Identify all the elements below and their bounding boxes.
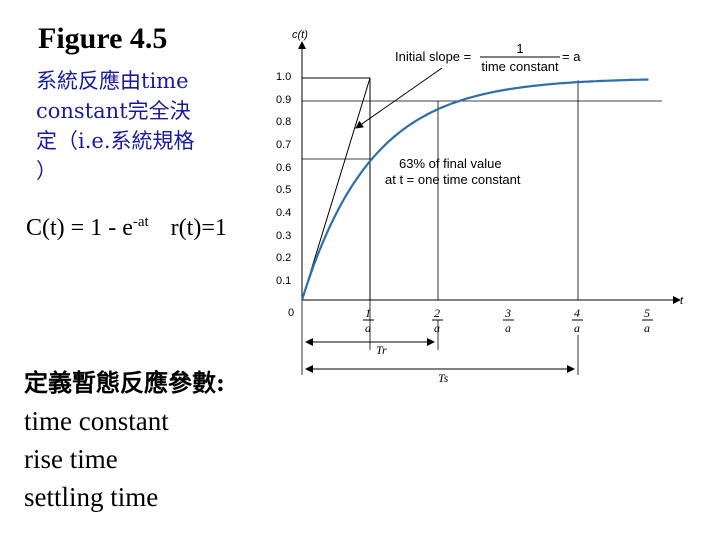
parameter-item: time constant: [24, 406, 169, 436]
slope-arrow: [355, 67, 443, 129]
slide-title: Figure 4.5: [38, 22, 168, 55]
sixty-three-annotation: 63% of final value at t = one time const…: [385, 156, 521, 187]
equation-input: r(t)=1: [170, 215, 227, 241]
x-tick-numerator: 4: [574, 306, 580, 320]
subtitle: 系統反應由time constant完全決 定（i.e.系統規格 ）: [36, 66, 251, 186]
parameter-list: 定義暫態反應參數: time constant rise time settli…: [24, 364, 225, 516]
parameter-item: settling time: [24, 482, 159, 512]
rise-time-label: Tr: [376, 343, 387, 357]
y-tick-label: 0.8: [276, 116, 291, 128]
y-tick-label: 0.1: [276, 275, 291, 287]
x-tick-group: 1 a 2 a 3 a 4 a 5 a: [363, 306, 653, 335]
subtitle-line: 系統反應由time: [36, 69, 189, 93]
y-tick-label: 0.7: [276, 139, 291, 151]
x-tick-denominator: a: [434, 321, 440, 335]
y-tick-label: 0.2: [276, 252, 291, 264]
x-tick-numerator: 1: [365, 306, 371, 320]
x-tick-4: 4 a: [572, 306, 583, 335]
parameter-item: rise time: [24, 444, 118, 474]
initial-slope-line: [301, 77, 371, 301]
sixty-three-line-2: at t = one time constant: [385, 172, 521, 187]
origin-label: 0: [288, 307, 294, 319]
y-tick-label: 0.5: [276, 184, 291, 196]
x-tick-numerator: 3: [504, 306, 511, 320]
slope-fraction-denominator: time constant: [481, 59, 559, 74]
subtitle-line: constant完全決: [36, 99, 191, 123]
x-tick-denominator: a: [644, 321, 650, 335]
x-tick-numerator: 2: [434, 306, 440, 320]
slope-annotation-suffix: = a: [562, 49, 581, 64]
settling-time-label: Ts: [438, 371, 449, 385]
subtitle-line: 定（i.e.系統規格: [36, 129, 195, 153]
parameter-heading: 定義暫態反應參數:: [24, 368, 225, 397]
settling-time-marker: Ts: [305, 365, 575, 385]
x-tick-2: 2 a: [432, 306, 443, 335]
subtitle-line: ）: [36, 159, 57, 183]
x-tick-numerator: 5: [644, 306, 650, 320]
y-tick-label: 1.0: [276, 71, 291, 83]
y-axis-label: c(t): [292, 29, 308, 41]
x-tick-5: 5 a: [642, 306, 653, 335]
y-tick-label: 0.9: [276, 94, 291, 106]
x-tick-denominator: a: [574, 321, 580, 335]
equation-exponent: -at: [132, 214, 149, 230]
slope-fraction-numerator: 1: [516, 41, 523, 56]
x-tick-denominator: a: [505, 321, 511, 335]
slope-annotation-text: Initial slope =: [395, 49, 471, 64]
response-curve: [300, 78, 649, 301]
sixty-three-line-1: 63% of final value: [399, 156, 502, 171]
x-tick-1: 1 a: [363, 306, 374, 335]
x-tick-3: 3 a: [503, 306, 514, 335]
step-response-plot: c(t) t 0 0.1 0.2 0.3 0.4 0.5 0.6 0.7 0.8…: [276, 29, 684, 385]
equation-lhs: C(t) = 1 - e: [26, 215, 133, 241]
y-tick-group: 0.1 0.2 0.3 0.4 0.5 0.6 0.7 0.8 0.9 1.0: [276, 71, 291, 287]
y-tick-label: 0.3: [276, 230, 291, 242]
step-response-equation: C(t) = 1 - e-at r(t)=1: [26, 214, 227, 242]
y-tick-label: 0.4: [276, 207, 291, 219]
slope-annotation: Initial slope = 1 time constant = a: [355, 41, 581, 129]
rise-time-marker: Tr: [305, 338, 435, 357]
y-tick-label: 0.6: [276, 162, 291, 174]
x-tick-denominator: a: [365, 321, 371, 335]
x-axis-label: t: [680, 295, 684, 307]
